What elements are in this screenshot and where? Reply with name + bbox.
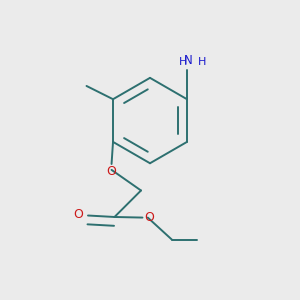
Text: N: N bbox=[184, 54, 193, 68]
Text: H: H bbox=[198, 57, 206, 68]
Text: O: O bbox=[144, 211, 154, 224]
Text: H: H bbox=[178, 57, 187, 68]
Text: O: O bbox=[106, 166, 116, 178]
Text: O: O bbox=[74, 208, 84, 221]
